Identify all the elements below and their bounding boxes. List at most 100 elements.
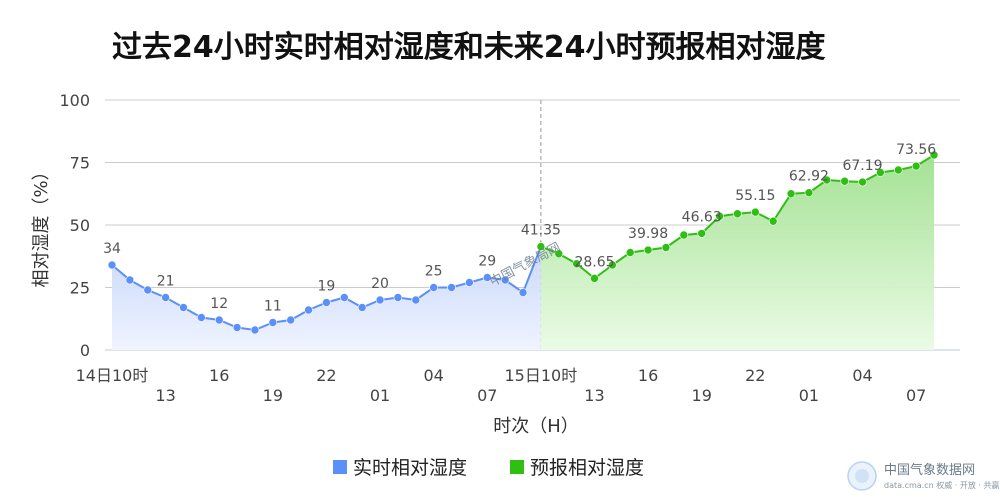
data-point	[232, 323, 242, 332]
data-point	[179, 303, 188, 312]
data-label: 29	[478, 254, 496, 270]
y-tick-label: 50	[70, 216, 90, 235]
chart-title: 过去24小时实时相对湿度和未来24小时预报相对湿度	[112, 30, 826, 65]
data-point	[250, 325, 260, 335]
x-tick-label: 04	[423, 366, 443, 385]
data-point	[286, 315, 296, 325]
data-point	[482, 273, 492, 282]
data-point	[447, 283, 456, 292]
x-tick-label: 19	[692, 386, 712, 405]
point-layer	[107, 150, 939, 335]
data-point	[197, 313, 206, 322]
x-tick-label: 04	[852, 366, 872, 385]
data-point	[500, 275, 510, 285]
watermark-logo-core-icon	[855, 469, 869, 483]
data-point	[661, 243, 671, 252]
data-label: 46.63	[682, 209, 722, 225]
data-point	[554, 249, 564, 259]
data-label: 11	[264, 299, 282, 315]
x-tick-label: 13	[155, 386, 175, 405]
x-tick-label: 07	[477, 386, 497, 405]
area-forecast	[540, 155, 935, 350]
watermark-corner-sub: data.cma.cn 权威 · 开放 · 共赢	[884, 480, 999, 490]
x-tick-label: 16	[638, 366, 658, 385]
x-tick-label: 22	[745, 366, 765, 385]
data-point	[876, 168, 885, 177]
y-tick-label: 75	[70, 154, 90, 173]
data-point	[518, 288, 528, 297]
legend-layer: 实时相对湿度 预报相对湿度	[333, 457, 644, 479]
data-point	[893, 165, 903, 175]
data-point	[751, 207, 760, 217]
data-point	[572, 259, 581, 269]
data-point	[786, 189, 796, 199]
data-label: 19	[318, 279, 336, 295]
x-tick-label: 13	[584, 386, 604, 405]
data-point	[911, 161, 921, 171]
data-point	[697, 229, 707, 238]
y-tick-label: 100	[59, 91, 90, 110]
data-point	[929, 150, 939, 160]
data-point	[143, 285, 153, 295]
x-tick-label: 01	[799, 386, 819, 405]
data-point	[590, 274, 599, 283]
data-point	[679, 230, 689, 240]
data-point	[608, 260, 617, 270]
data-point	[643, 245, 653, 255]
data-point	[429, 283, 438, 292]
data-label: 12	[210, 296, 228, 312]
data-label: 34	[103, 241, 121, 257]
y-tick-label: 0	[80, 341, 90, 360]
x-axis-title: 时次（H）	[493, 416, 579, 437]
data-label: 39.98	[628, 226, 668, 242]
legend-label: 预报相对湿度	[530, 457, 644, 479]
data-point	[411, 295, 421, 305]
data-point	[804, 188, 814, 197]
data-point	[840, 176, 849, 186]
data-point	[768, 216, 778, 226]
data-label: 73.56	[896, 142, 936, 158]
y-tick-label: 25	[70, 279, 90, 298]
data-label: 21	[157, 274, 175, 290]
data-point	[357, 303, 367, 312]
data-label: 62.92	[789, 169, 829, 185]
data-label: 28.65	[574, 254, 614, 270]
data-point	[340, 293, 349, 302]
data-label: 67.19	[842, 158, 882, 174]
legend-swatch	[510, 460, 524, 474]
data-label: 20	[371, 276, 389, 292]
x-tick-label: 01	[370, 386, 390, 405]
data-label: 25	[425, 264, 443, 280]
data-point	[393, 293, 403, 302]
y-axis-title: 相对湿度（%）	[31, 162, 52, 287]
legend-swatch	[333, 460, 347, 474]
data-point	[268, 318, 278, 327]
legend-label: 实时相对湿度	[353, 457, 467, 479]
data-point	[322, 298, 331, 307]
data-point	[536, 242, 546, 251]
label-layer: 34 21 12 11 19 20 25 29 41.35 28.65 39.98 46.63 55.1…	[103, 142, 936, 314]
data-point	[822, 175, 832, 185]
watermark-corner-text: 中国气象数据网	[884, 462, 975, 478]
data-point	[125, 275, 135, 285]
x-tick-label: 22	[316, 366, 336, 385]
data-point	[715, 211, 724, 221]
data-point	[304, 305, 313, 315]
data-point	[375, 295, 385, 305]
data-point	[733, 209, 742, 219]
axis-layer: 0 25 50 75 100 相对湿度（%） 14日10时 13 16 19 22 01 04 07 15日…	[31, 91, 926, 437]
data-point	[625, 248, 635, 257]
data-point	[465, 278, 474, 287]
x-tick-label: 07	[906, 386, 926, 405]
data-label: 41.35	[521, 223, 561, 239]
data-point	[214, 315, 224, 325]
data-point	[107, 260, 117, 270]
x-tick-label: 14日10时	[76, 366, 149, 385]
x-tick-label: 15日10时	[505, 366, 578, 385]
data-label: 55.15	[735, 188, 775, 204]
data-point	[161, 293, 170, 302]
x-tick-label: 19	[263, 386, 283, 405]
x-tick-label: 16	[209, 366, 229, 385]
data-point	[858, 177, 867, 187]
